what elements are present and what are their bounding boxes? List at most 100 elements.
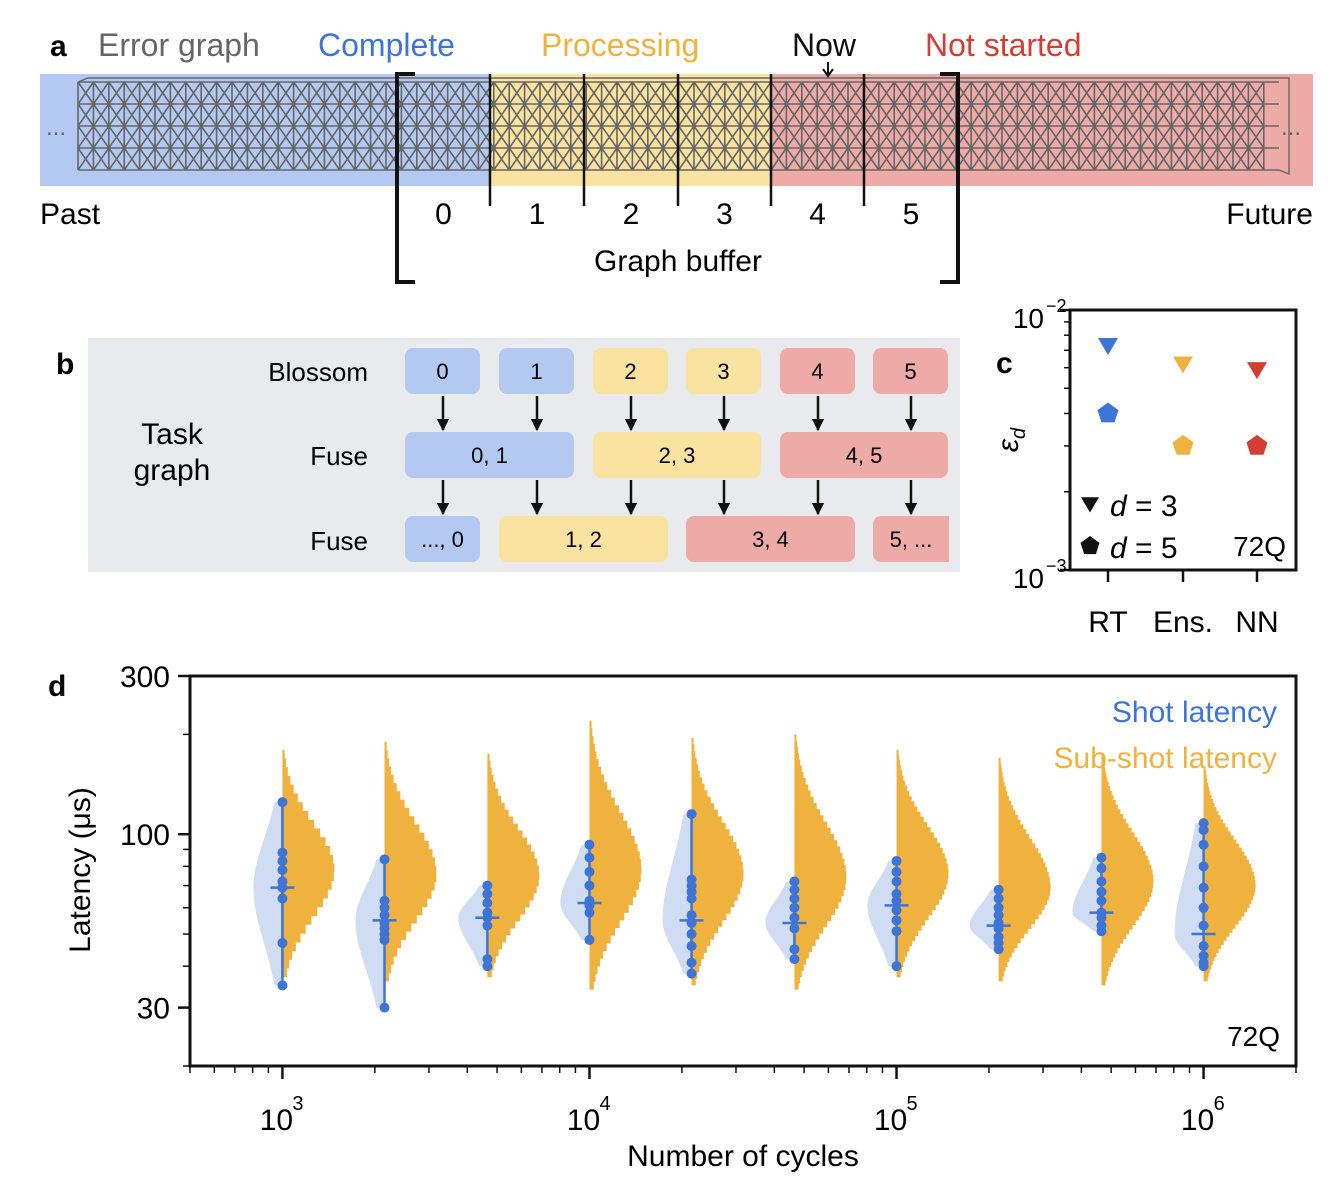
panel-d-frame: [188, 674, 1298, 1068]
task-box-r1-1: [593, 432, 761, 478]
shot-violin-6: [867, 861, 897, 967]
subshot-hist-5: [794, 734, 847, 990]
shot-point-2-6: [482, 954, 493, 965]
shot-point-6-1: [891, 866, 902, 877]
shot-point-4-8: [686, 941, 697, 952]
legend-shot-latency: Shot latency: [1112, 696, 1277, 729]
shot-point-3-3: [584, 880, 595, 891]
shot-point-2-7: [482, 961, 493, 972]
pd-ytick-label-0: 30: [137, 993, 170, 1026]
shot-point-5-0: [789, 876, 800, 887]
shot-point-0-3: [277, 864, 288, 875]
legend-now: Now: [792, 27, 857, 63]
shot-point-0-6: [277, 893, 288, 904]
subshot-hist-2: [487, 753, 540, 978]
pc-point-d3-Ens.: [1173, 356, 1193, 374]
legend-processing: Processing: [541, 27, 699, 63]
shot-violin-1: [355, 859, 385, 1008]
task-box-label-r2-0: ..., 0: [421, 527, 464, 552]
task-box-label-r0-5: 5: [904, 359, 916, 384]
shot-point-3-5: [584, 900, 595, 911]
shot-point-4-7: [686, 929, 697, 940]
panel-d-annotation: 72Q: [1227, 1021, 1280, 1052]
pd-xtick-exp-0: 3: [292, 1093, 303, 1115]
shot-point-8-3: [1096, 886, 1107, 897]
shot-violin-0: [253, 802, 283, 986]
shot-point-0-2: [277, 856, 288, 867]
lattice-depth: [77, 77, 1290, 176]
pc-legend-marker-d3: [1081, 497, 1099, 513]
segment-labels: 0 1 2 3 4 5: [435, 198, 919, 231]
subshot-hist-7: [998, 757, 1051, 982]
task-box-label-r0-1: 1: [530, 359, 542, 384]
segment-label-2: 2: [623, 198, 640, 231]
buffer-bracket-left: [395, 72, 415, 284]
shot-point-3-2: [584, 866, 595, 877]
shot-point-7-5: [993, 923, 1004, 934]
shot-point-2-0: [482, 880, 493, 891]
row-label-fuse-1: Fuse: [310, 441, 368, 471]
shot-point-4-10: [686, 968, 697, 979]
panel-c-ylabel: εd: [992, 427, 1030, 452]
pd-xtick-label-0: 10: [260, 1104, 293, 1137]
pc-legend-marker-d5: [1080, 536, 1100, 555]
shot-point-5-7: [789, 954, 800, 965]
pc-xtick-label-2: NN: [1235, 606, 1278, 639]
row-label-blossom: Blossom: [268, 357, 368, 387]
shot-point-9-1: [1198, 824, 1209, 835]
task-box-label-r2-3: 5, ...: [890, 527, 933, 552]
pc-ytick-label-0: 10: [1013, 563, 1044, 594]
task-box-label-r0-0: 0: [436, 359, 448, 384]
shot-point-2-4: [482, 912, 493, 923]
shot-point-1-3: [379, 910, 390, 921]
pd-xtick-exp-3: 6: [1214, 1093, 1225, 1115]
shot-point-3-0: [584, 839, 595, 850]
subshot-hist-3: [589, 720, 642, 990]
shot-point-7-1: [993, 893, 1004, 904]
panel-a-label: a: [50, 30, 67, 63]
task-box-r0-1: [499, 348, 574, 394]
shot-point-1-7: [379, 934, 390, 945]
shot-point-5-4: [789, 912, 800, 923]
task-box-label-r1-2: 4, 5: [846, 443, 883, 468]
legend-subshot-latency: Sub-shot latency: [1054, 742, 1277, 775]
pd-xtick-exp-1: 4: [599, 1093, 610, 1115]
shot-point-5-1: [789, 884, 800, 895]
shot-point-6-6: [891, 915, 902, 926]
panel-c-annotation: 72Q: [1233, 531, 1286, 562]
panel-c-legend: d = 3 d = 5: [1080, 490, 1178, 565]
pd-ytick-label-1: 100: [120, 819, 170, 852]
pc-point-d3-NN: [1247, 362, 1267, 380]
segment-label-0: 0: [435, 198, 452, 231]
shot-point-7-8: [993, 944, 1004, 955]
task-box-r1-2: [780, 432, 948, 478]
task-box-label-r0-2: 2: [624, 359, 636, 384]
task-box-r2-1: [499, 516, 668, 562]
shot-point-9-8: [1198, 950, 1209, 961]
task-box-label-r2-2: 3, 4: [752, 527, 789, 552]
shot-point-0-8: [277, 980, 288, 991]
shot-points: [270, 797, 1216, 1013]
shot-point-4-5: [686, 910, 697, 921]
shot-point-0-7: [277, 937, 288, 948]
task-box-r0-5: [873, 348, 948, 394]
task-box-label-r2-1: 1, 2: [565, 527, 602, 552]
segment-label-3: 3: [716, 198, 733, 231]
shot-point-0-5: [277, 882, 288, 893]
task-box-r0-3: [686, 348, 761, 394]
shot-point-9-6: [1198, 920, 1209, 931]
buffer-bracket-right: [940, 72, 960, 284]
shot-point-8-1: [1096, 863, 1107, 874]
shot-violin-4: [662, 814, 692, 974]
shot-point-8-2: [1096, 876, 1107, 887]
subshot-hist-1: [384, 741, 437, 982]
shot-point-2-2: [482, 898, 493, 909]
shot-point-6-7: [891, 926, 902, 937]
pc-point-d5-Ens.: [1172, 434, 1194, 455]
shot-point-0-1: [277, 847, 288, 858]
shot-point-0-0: [277, 797, 288, 808]
pc-point-d5-RT: [1097, 402, 1119, 423]
shot-point-1-0: [379, 854, 390, 865]
